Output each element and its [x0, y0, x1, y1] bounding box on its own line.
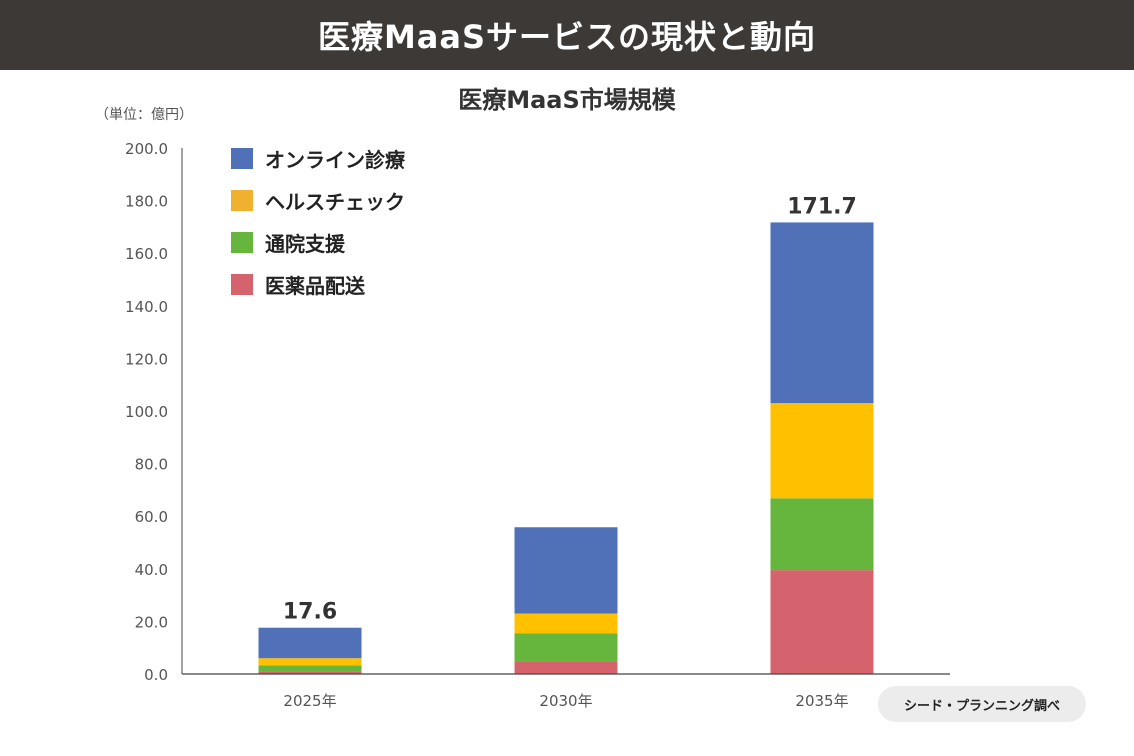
bar-segment [514, 613, 618, 634]
y-tick-label: 100.0 [125, 403, 168, 421]
bar-segment [770, 570, 874, 674]
bar-segment [770, 403, 874, 499]
y-tick-label: 0.0 [144, 666, 168, 684]
y-tick-label: 80.0 [135, 456, 168, 474]
legend-label: 通院支援 [265, 232, 346, 256]
bar-segment [770, 498, 874, 571]
header-title: 医療MaaSサービスの現状と動向 [0, 0, 1134, 70]
bar-total-label: 171.7 [787, 194, 857, 219]
y-tick-label: 120.0 [125, 350, 168, 368]
y-tick-label: 140.0 [125, 298, 168, 316]
legend-swatch [231, 232, 253, 253]
y-tick-label: 160.0 [125, 245, 168, 263]
bar-segment [258, 627, 362, 659]
y-tick-label: 200.0 [125, 140, 168, 158]
bar-segment [770, 222, 874, 404]
legend-label: オンライン診療 [265, 148, 405, 172]
legend-swatch [231, 274, 253, 295]
source-badge: シード・プランニング調べ [878, 686, 1086, 722]
bar-segment [514, 527, 618, 614]
legend-label: ヘルスチェック [265, 190, 405, 214]
legend-label: 医薬品配送 [265, 274, 366, 298]
legend-swatch [231, 190, 253, 211]
chart-title: 医療MaaS市場規模 [458, 86, 676, 114]
y-tick-label: 20.0 [135, 613, 168, 631]
x-category-label: 2030年 [539, 692, 592, 710]
legend-swatch [231, 148, 253, 169]
x-category-label: 2025年 [283, 692, 336, 710]
y-tick-label: 180.0 [125, 193, 168, 211]
bar-segment [514, 633, 618, 662]
x-category-label: 2035年 [795, 692, 848, 710]
y-axis-unit-label: （単位：億円） [95, 107, 193, 123]
bar-segment [258, 658, 362, 666]
bar-segment [514, 661, 618, 674]
bar-segment [258, 671, 362, 674]
y-tick-label: 40.0 [135, 561, 168, 579]
bar-total-label: 17.6 [283, 600, 337, 625]
y-tick-label: 60.0 [135, 508, 168, 526]
bar-segment [258, 665, 362, 672]
